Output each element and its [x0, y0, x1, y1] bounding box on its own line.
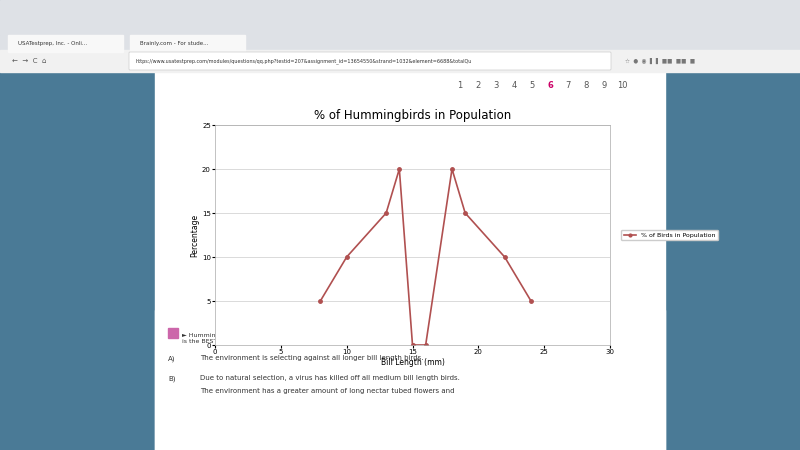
Text: USATestprep, Inc. - Onli...: USATestprep, Inc. - Onli... [18, 41, 87, 46]
% of Birds in Population [526, 298, 536, 304]
Text: Due to natural selection, a virus has killed off all medium bill length birds.: Due to natural selection, a virus has ki… [200, 375, 460, 381]
% of Birds in Population [394, 166, 404, 172]
% of Birds in Population [421, 342, 430, 348]
% of Birds in Population [460, 210, 470, 216]
Text: ☆  ●  ◉  ▌ ▌ ■■  ■■  ■: ☆ ● ◉ ▌ ▌ ■■ ■■ ■ [625, 58, 695, 64]
Bar [0, 0, 155, 450]
Text: 10: 10 [617, 81, 627, 90]
Bar [0, 50, 800, 72]
Text: 6: 6 [547, 81, 553, 90]
FancyBboxPatch shape [129, 52, 611, 70]
% of Birds in Population [408, 342, 418, 348]
Bar [155, 310, 665, 450]
Text: The environment has a greater amount of long nectar tubed flowers and: The environment has a greater amount of … [200, 388, 454, 394]
Text: 8: 8 [583, 81, 589, 90]
Text: 1: 1 [458, 81, 462, 90]
Text: 9: 9 [602, 81, 606, 90]
% of Birds in Population [315, 298, 325, 304]
Text: ←  →  C  ⌂: ← → C ⌂ [12, 58, 46, 64]
Y-axis label: Percentage: Percentage [190, 213, 199, 256]
Text: B): B) [168, 375, 175, 382]
Text: ►︎ Hummingbird bill length data was collected and graphed in a particular enviro: ►︎ Hummingbird bill length data was coll… [182, 333, 572, 344]
Bar [0, 0, 800, 35]
% of Birds in Population [500, 254, 510, 260]
Text: A): A) [168, 355, 175, 361]
Text: 7: 7 [566, 81, 570, 90]
Bar [665, 0, 800, 450]
Text: Brainly.com - For stude...: Brainly.com - For stude... [140, 41, 208, 46]
Legend: % of Birds in Population: % of Birds in Population [621, 230, 718, 240]
Bar [168, 328, 178, 338]
Title: % of Hummingbirds in Population: % of Hummingbirds in Population [314, 109, 511, 122]
Text: 2: 2 [475, 81, 481, 90]
Bar [0, 35, 800, 50]
Line: % of Birds in Population: % of Birds in Population [318, 167, 533, 347]
Text: 5: 5 [530, 81, 534, 90]
Text: 3: 3 [494, 81, 498, 90]
% of Birds in Population [447, 166, 457, 172]
Text: 4: 4 [511, 81, 517, 90]
% of Birds in Population [342, 254, 351, 260]
Bar [155, 0, 665, 450]
Text: https://www.usatestprep.com/modules/questions/qq.php?testid=207&assignment_id=13: https://www.usatestprep.com/modules/ques… [135, 58, 471, 64]
Bar [130, 35, 245, 52]
X-axis label: Bill Length (mm): Bill Length (mm) [381, 358, 445, 367]
Text: The environment is selecting against all longer bill length birds.: The environment is selecting against all… [200, 355, 423, 361]
Bar [8, 35, 123, 52]
% of Birds in Population [382, 210, 391, 216]
